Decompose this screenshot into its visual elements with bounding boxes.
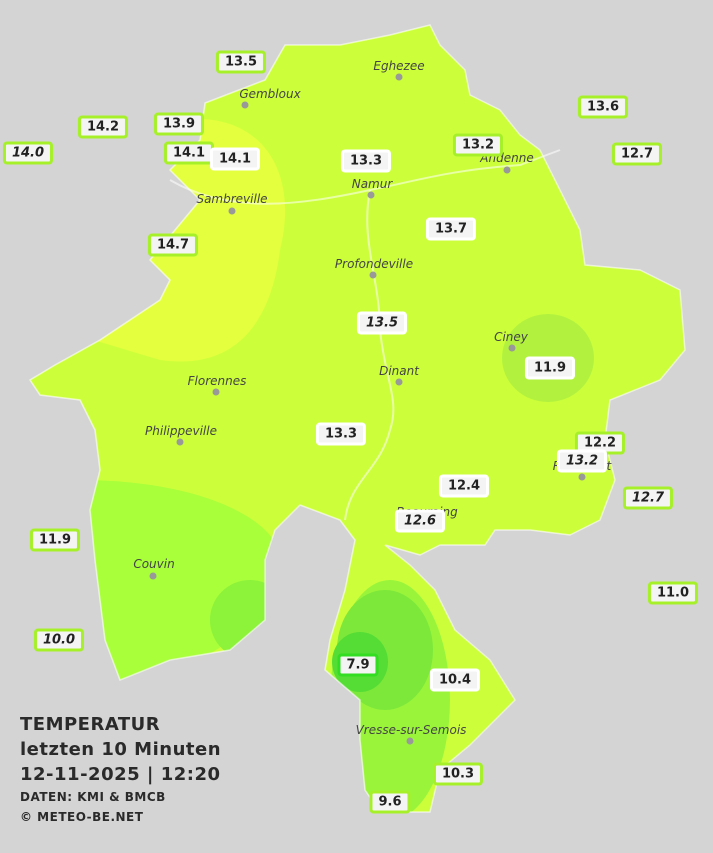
station-value: 10.3 <box>432 762 484 786</box>
town-label: Eghezee <box>373 59 425 73</box>
station-value: 13.3 <box>315 422 367 446</box>
station-value: 7.9 <box>337 653 379 677</box>
station-value: 14.1 <box>209 147 261 171</box>
station-value: 13.6 <box>577 95 629 119</box>
town-label: Philippeville <box>145 424 217 438</box>
town-label: Dinant <box>379 364 419 378</box>
town-dot <box>406 737 414 745</box>
caption-title: TEMPERATUR <box>20 714 161 735</box>
town-label: Profondeville <box>334 257 414 271</box>
station-value: 12.7 <box>611 142 663 166</box>
town-label: Ciney <box>494 330 528 344</box>
station-value: 13.9 <box>153 112 205 136</box>
town-label: Vresse-sur-Semois <box>355 723 467 737</box>
town-dot <box>369 271 377 279</box>
town-label: Gembloux <box>239 87 301 101</box>
station-value: 13.7 <box>425 217 477 241</box>
caption-datetime: 12-11-2025 | 12:20 <box>20 764 221 785</box>
town-dot <box>241 101 249 109</box>
town-label: Florennes <box>187 374 247 388</box>
station-value: 9.6 <box>369 790 411 814</box>
town-dot <box>503 166 511 174</box>
station-value: 11.9 <box>524 356 576 380</box>
station-value: 13.5 <box>356 311 408 335</box>
town-dot <box>228 207 236 215</box>
town-dot <box>176 438 184 446</box>
station-value: 12.7 <box>622 486 674 510</box>
station-value: 13.5 <box>215 50 267 74</box>
town-dot <box>149 572 157 580</box>
town-label: Sambreville <box>196 192 268 206</box>
town-dot <box>212 388 220 396</box>
station-value: 12.6 <box>394 509 446 533</box>
town-dot <box>395 378 403 386</box>
town-label: Namur <box>351 177 393 191</box>
caption-source: DATEN: KMI & BMCB <box>20 790 166 804</box>
caption-period: letzten 10 Minuten <box>20 739 222 760</box>
caption-copyright: © METEO-BE.NET <box>20 810 144 824</box>
station-value: 10.0 <box>33 628 85 652</box>
town-dot <box>508 344 516 352</box>
station-value: 11.9 <box>29 528 81 552</box>
station-value: 14.0 <box>2 141 54 165</box>
station-value: 12.4 <box>438 474 490 498</box>
station-value: 13.3 <box>340 149 392 173</box>
station-value: 13.2 <box>556 449 608 473</box>
caption: TEMPERATUR letzten 10 Minuten 12-11-2025… <box>20 712 221 827</box>
station-value: 11.0 <box>647 581 699 605</box>
station-value: 10.4 <box>429 668 481 692</box>
station-value: 13.2 <box>452 133 504 157</box>
station-value: 14.7 <box>147 233 199 257</box>
station-value: 14.1 <box>163 141 215 165</box>
station-value: 14.2 <box>77 115 129 139</box>
town-dot <box>395 73 403 81</box>
town-label: Couvin <box>133 557 175 571</box>
town-dot <box>578 473 586 481</box>
town-dot <box>367 191 375 199</box>
